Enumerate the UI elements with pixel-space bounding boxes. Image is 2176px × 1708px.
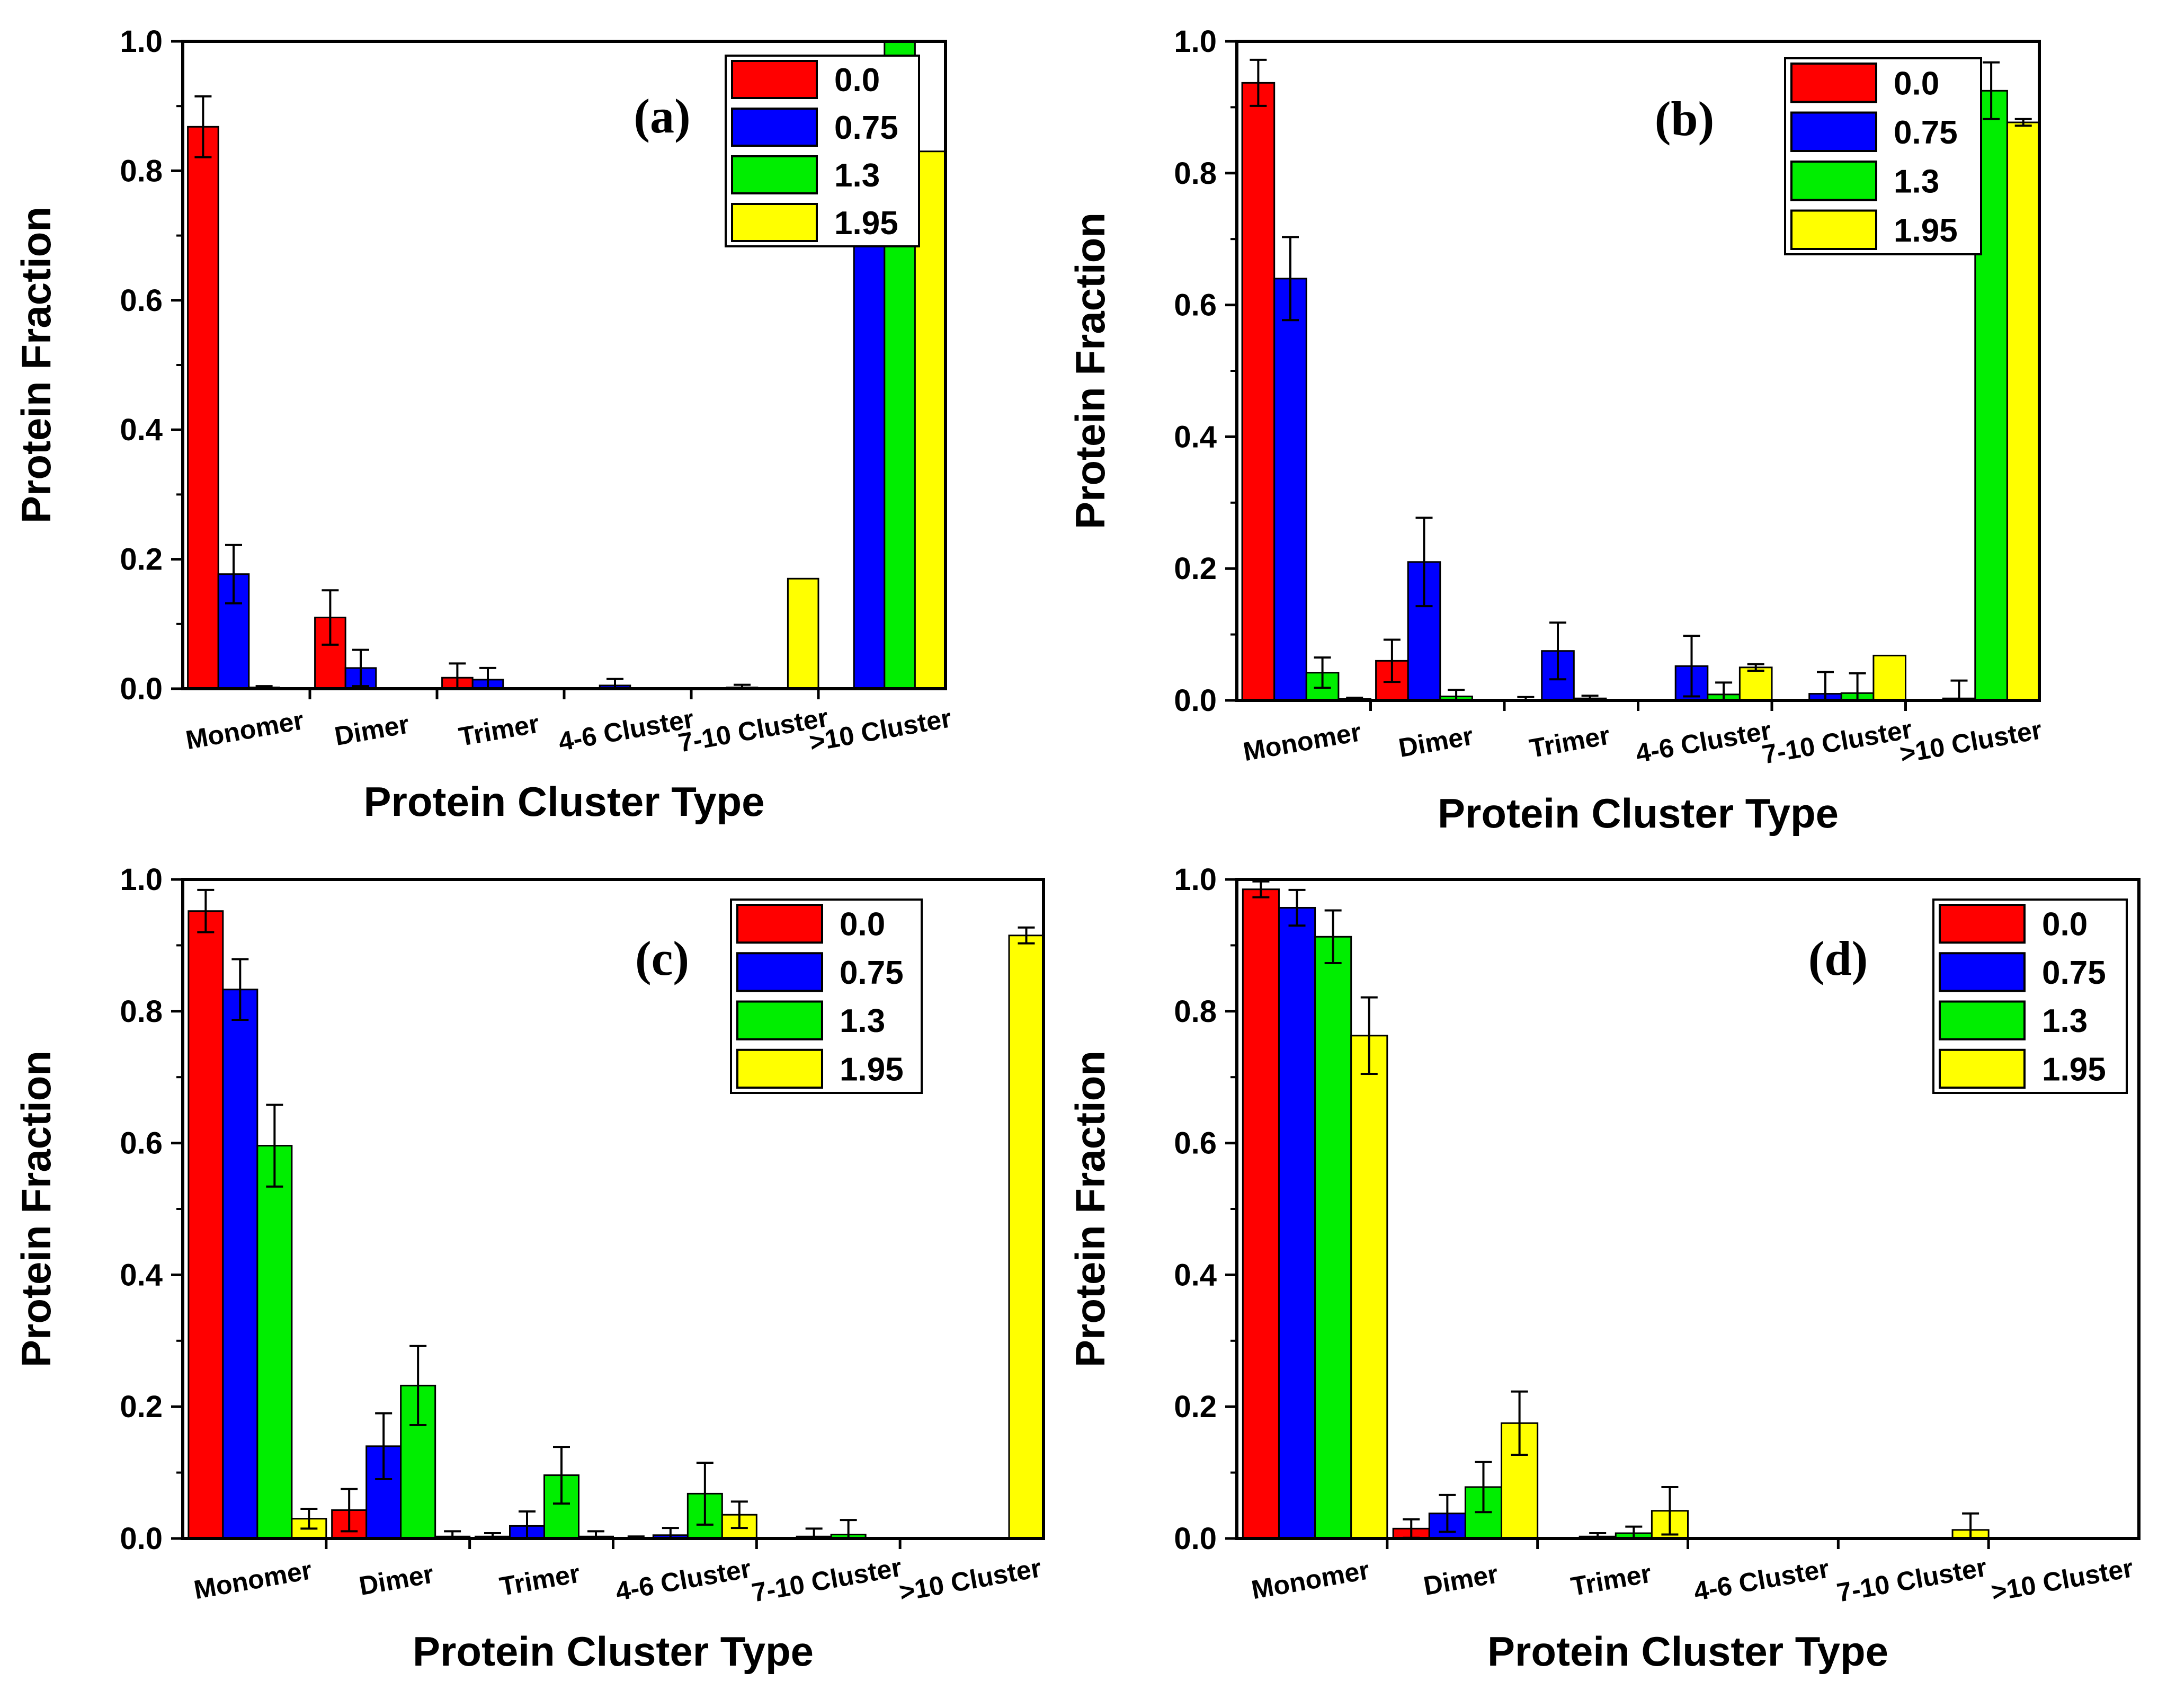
legend-label: 0.75 bbox=[1894, 114, 1958, 151]
y-tick-label: 0.0 bbox=[1174, 683, 1217, 718]
bar-d-2-0 bbox=[1314, 936, 1352, 1540]
legend-swatch bbox=[1939, 904, 2026, 944]
y-tick-label: 1.0 bbox=[120, 24, 163, 59]
y-axis-title: Protein Fraction bbox=[13, 1051, 59, 1367]
panel-label: (d) bbox=[1808, 931, 1868, 985]
bar-c-1-0 bbox=[222, 989, 258, 1540]
legend: 0.0 0.75 1.3 1.95 bbox=[725, 55, 920, 247]
legend-label: 1.95 bbox=[1894, 212, 1958, 249]
y-tick-label: 0.8 bbox=[1174, 994, 1217, 1029]
y-tick-label: 0.8 bbox=[120, 994, 163, 1029]
bar-b-3-5 bbox=[2006, 121, 2040, 701]
legend-swatch bbox=[1790, 161, 1877, 201]
legend-label: 1.3 bbox=[2042, 1003, 2088, 1039]
bar-d-1-0 bbox=[1278, 906, 1316, 1540]
y-tick-label: 0.6 bbox=[1174, 1126, 1217, 1161]
y-tick-label: 0.6 bbox=[120, 1126, 163, 1161]
legend-swatch bbox=[1790, 63, 1877, 103]
legend-swatch bbox=[731, 108, 818, 147]
y-tick-label: 0.6 bbox=[1174, 288, 1217, 323]
y-tick-label: 0.2 bbox=[1174, 1390, 1217, 1424]
legend-swatch bbox=[736, 904, 823, 944]
bar-a-1-5 bbox=[853, 189, 886, 690]
bar-b-1-0 bbox=[1273, 278, 1307, 701]
bar-b-3-4 bbox=[1872, 654, 1906, 701]
x-axis-title: Protein Cluster Type bbox=[363, 778, 764, 825]
x-axis-title: Protein Cluster Type bbox=[413, 1628, 814, 1675]
legend-label: 1.3 bbox=[1894, 163, 1939, 200]
legend-label: 0.0 bbox=[840, 906, 885, 943]
legend-label: 1.95 bbox=[2042, 1051, 2106, 1088]
legend-swatch bbox=[1939, 1000, 2026, 1040]
y-tick-label: 1.0 bbox=[1174, 862, 1217, 897]
legend-swatch bbox=[1790, 111, 1877, 152]
legend-label: 1.95 bbox=[834, 205, 898, 242]
bar-b-3-3 bbox=[1738, 666, 1773, 701]
y-axis-title: Protein Fraction bbox=[1067, 212, 1113, 529]
y-tick-label: 1.0 bbox=[120, 862, 163, 897]
y-tick-label: 0.2 bbox=[1174, 551, 1217, 586]
panel-label: (b) bbox=[1655, 92, 1714, 146]
legend: 0.0 0.75 1.3 1.95 bbox=[1932, 899, 2128, 1094]
y-tick-label: 1.0 bbox=[1174, 24, 1217, 59]
y-tick-label: 0.8 bbox=[1174, 156, 1217, 191]
y-tick-label: 0.4 bbox=[1174, 1258, 1217, 1292]
x-axis-title: Protein Cluster Type bbox=[1438, 790, 1839, 837]
legend-label: 0.75 bbox=[2042, 955, 2106, 991]
y-tick-label: 0.2 bbox=[120, 542, 163, 577]
y-tick-label: 0.2 bbox=[120, 1390, 163, 1424]
legend-label: 1.95 bbox=[840, 1051, 904, 1088]
legend-swatch bbox=[736, 952, 823, 992]
y-tick-label: 0.0 bbox=[120, 1522, 163, 1556]
legend-swatch bbox=[736, 1048, 823, 1089]
y-tick-label: 0.8 bbox=[120, 154, 163, 188]
legend-swatch bbox=[736, 1000, 823, 1040]
y-tick-label: 0.4 bbox=[120, 1258, 163, 1292]
y-axis-title: Protein Fraction bbox=[13, 207, 59, 523]
bar-d-0-0 bbox=[1242, 888, 1280, 1540]
legend-swatch bbox=[1939, 952, 2026, 992]
y-axis-title: Protein Fraction bbox=[1067, 1051, 1113, 1367]
bar-c-0-0 bbox=[188, 910, 224, 1540]
x-axis-title: Protein Cluster Type bbox=[1487, 1628, 1888, 1675]
legend: 0.0 0.75 1.3 1.95 bbox=[730, 899, 923, 1094]
y-tick-label: 0.4 bbox=[1174, 420, 1217, 454]
y-tick-label: 0.0 bbox=[1174, 1522, 1217, 1556]
legend-label: 0.0 bbox=[2042, 906, 2088, 943]
y-tick-label: 0.4 bbox=[120, 413, 163, 447]
legend-label: 0.0 bbox=[834, 62, 880, 99]
y-tick-label: 0.0 bbox=[120, 672, 163, 706]
y-tick-label: 0.6 bbox=[120, 283, 163, 318]
legend: 0.0 0.75 1.3 1.95 bbox=[1784, 57, 1982, 255]
legend-swatch bbox=[731, 60, 818, 99]
panel-label: (a) bbox=[634, 89, 690, 143]
legend-label: 0.0 bbox=[1894, 65, 1939, 102]
legend-swatch bbox=[1790, 209, 1877, 250]
bar-d-3-0 bbox=[1350, 1035, 1388, 1540]
bar-b-0-0 bbox=[1241, 82, 1276, 701]
legend-label: 1.3 bbox=[834, 157, 880, 194]
panel-label: (c) bbox=[635, 931, 689, 985]
legend-swatch bbox=[731, 203, 818, 242]
legend-label: 0.75 bbox=[840, 955, 904, 991]
legend-label: 1.3 bbox=[840, 1003, 885, 1039]
legend-swatch bbox=[1939, 1048, 2026, 1089]
bar-a-0-0 bbox=[187, 126, 219, 690]
bar-a-3-4 bbox=[787, 577, 819, 690]
legend-label: 0.75 bbox=[834, 110, 898, 146]
legend-swatch bbox=[731, 155, 818, 194]
bar-c-3-5 bbox=[1008, 935, 1045, 1540]
bar-c-2-0 bbox=[256, 1145, 293, 1540]
